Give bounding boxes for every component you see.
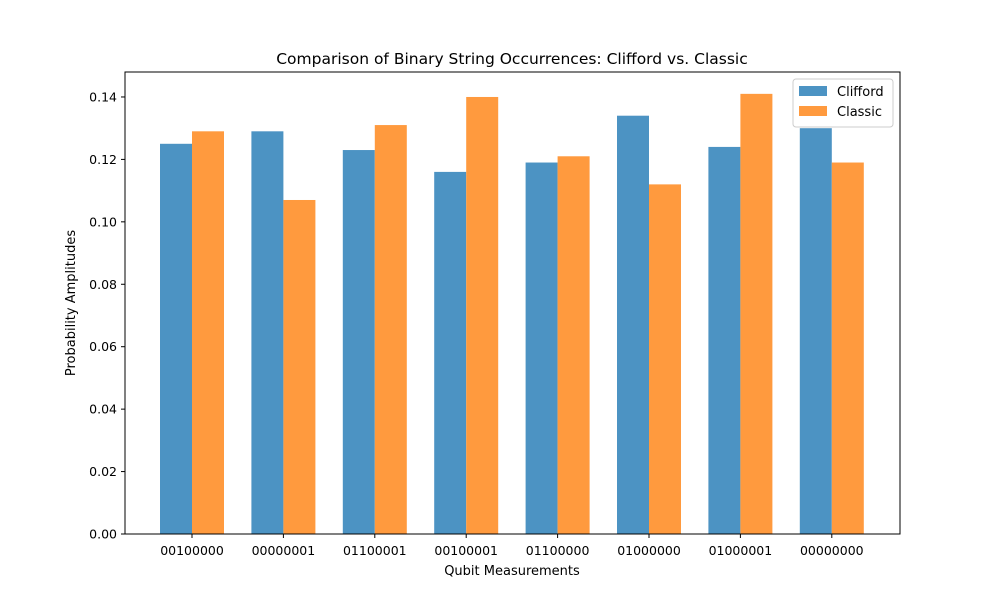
- x-tick-label: 00100000: [160, 543, 224, 558]
- bar-clifford-00100001: [434, 171, 467, 534]
- bar-clifford-01100000: [525, 162, 558, 534]
- legend-label-classic: Classic: [837, 105, 882, 120]
- bar-classic-01000001: [740, 93, 773, 534]
- chart-title: Comparison of Binary String Occurrences:…: [276, 50, 748, 68]
- y-axis-label: Probability Amplitudes: [64, 230, 79, 376]
- bar-classic-00100001: [466, 96, 499, 535]
- x-axis-label: Qubit Measurements: [444, 564, 580, 579]
- legend-swatch-classic: [799, 106, 827, 116]
- y-tick-label: 0.08: [89, 277, 117, 292]
- x-tick-label: 01000000: [617, 543, 681, 558]
- bars-group: [160, 93, 864, 535]
- bar-classic-01100001: [374, 125, 407, 534]
- bar-clifford-01000000: [617, 115, 649, 535]
- bar-clifford-00100000: [160, 143, 192, 534]
- bar-classic-00000001: [283, 199, 316, 534]
- legend-swatch-clifford: [799, 86, 827, 96]
- x-tick-label: 00100001: [434, 543, 498, 558]
- x-tick-label: 00000000: [800, 543, 864, 558]
- bar-classic-00100000: [192, 131, 224, 535]
- y-tick-label: 0.04: [89, 402, 117, 417]
- y-tick-label: 0.06: [89, 339, 117, 354]
- bar-classic-01100000: [557, 156, 590, 534]
- x-tick-label: 01000001: [709, 543, 773, 558]
- x-tick-label: 00000001: [252, 543, 316, 558]
- y-tick-label: 0.12: [89, 152, 117, 167]
- bar-clifford-01000001: [708, 146, 741, 534]
- x-tick-label: 01100000: [526, 543, 590, 558]
- bar-clifford-01100001: [342, 150, 375, 535]
- plot-frame: [124, 71, 901, 535]
- legend-label-clifford: Clifford: [837, 85, 884, 100]
- y-axis-ticks: 0.00 0.02 0.04 0.06 0.08 0.10 0.12 0.14: [89, 89, 125, 542]
- bar-clifford-00000000: [799, 128, 832, 534]
- x-axis-ticks: 00100000 00000001 01100001 00100001 01100000…: [160, 534, 864, 558]
- bar-classic-01000000: [649, 184, 681, 535]
- y-tick-label: 0.14: [89, 89, 117, 104]
- bar-classic-00000000: [831, 162, 864, 534]
- y-tick-label: 0.10: [89, 214, 117, 229]
- legend: Clifford Classic: [792, 78, 894, 128]
- y-tick-label: 0.00: [89, 527, 117, 542]
- bar-clifford-00000001: [251, 131, 284, 535]
- x-tick-label: 01100001: [343, 543, 407, 558]
- y-tick-label: 0.02: [89, 464, 117, 479]
